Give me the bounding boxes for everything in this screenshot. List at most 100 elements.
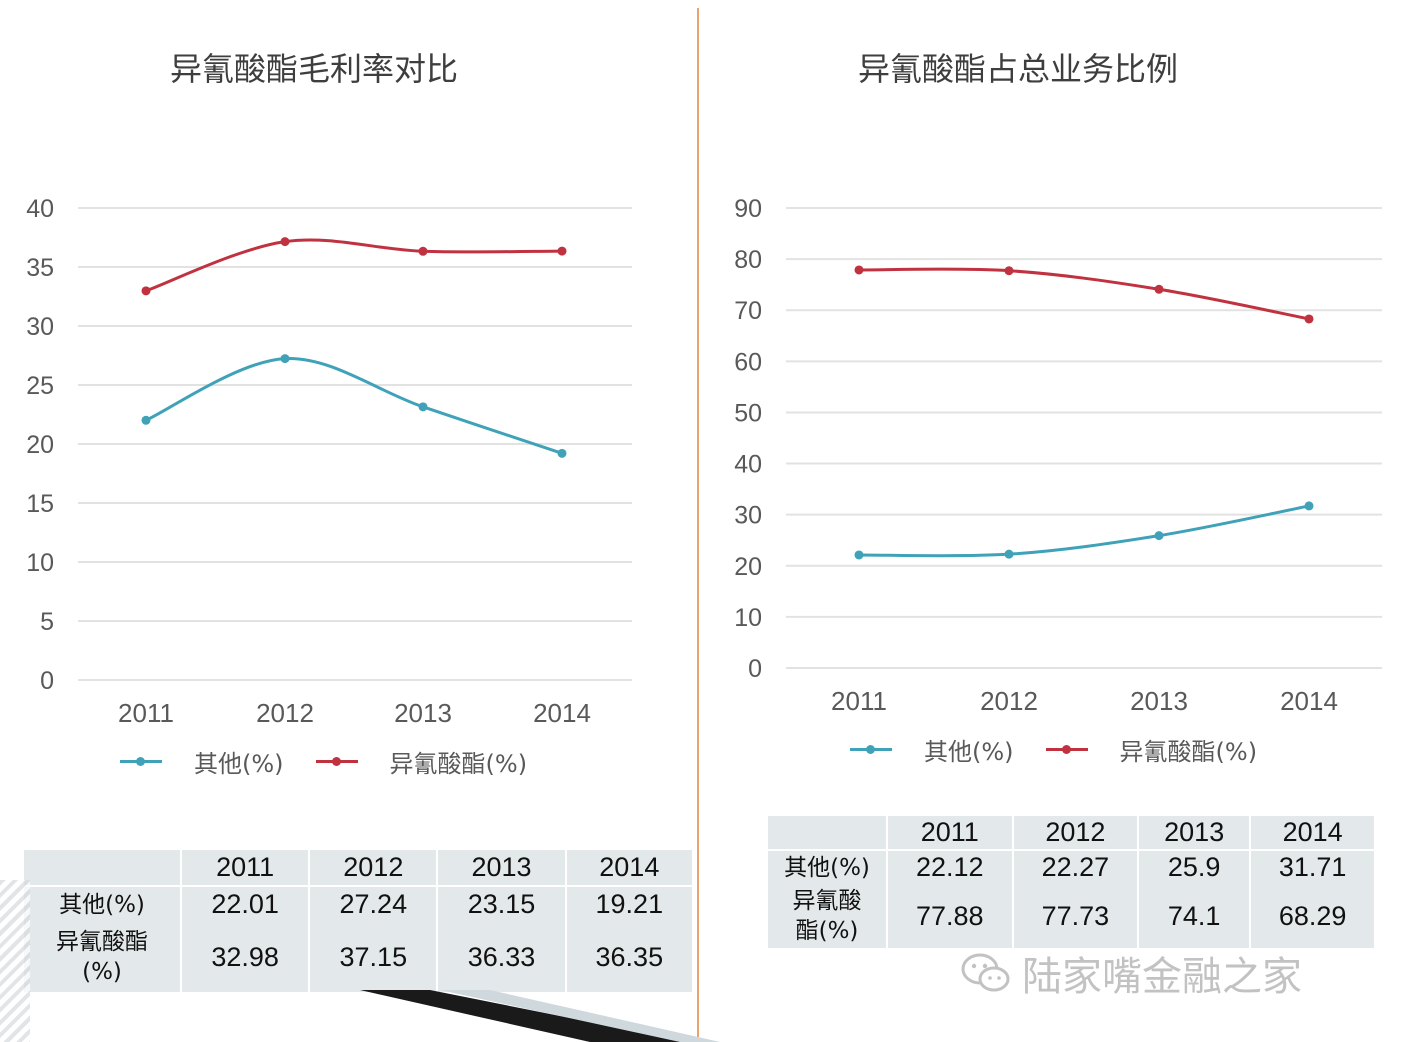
x-tick-label: 2012 — [980, 686, 1038, 716]
series-line — [145, 357, 563, 455]
data-point — [1004, 549, 1014, 559]
table-row-label: 其他(%) — [59, 891, 145, 918]
table-row-label-line: 异氰酸酯 — [56, 929, 148, 955]
y-tick-label: 10 — [734, 604, 762, 632]
wechat-icon — [961, 953, 1010, 992]
table-row: 异氰酸酯 (%) 32.98 37.15 36.33 36.35 — [24, 922, 692, 992]
legend-marker-isocyanate — [1045, 745, 1088, 754]
data-point — [1154, 284, 1164, 294]
legend-marker-other — [850, 745, 892, 754]
y-tick-label: 50 — [734, 399, 762, 427]
table-row: 其他(%) 22.01 27.24 23.15 19.21 — [24, 886, 692, 922]
table-header-cell: 2014 — [564, 850, 692, 887]
y-tick-label: 30 — [734, 502, 762, 530]
data-point — [1304, 501, 1314, 511]
table-cell: 68.29 — [1249, 884, 1374, 948]
decorative-slash-shape — [360, 990, 720, 1042]
legend-item-isocyanate: 异氰酸酯(%) — [315, 744, 528, 779]
legend-item-other: 其他(%) — [120, 744, 284, 779]
y-tick-label: 35 — [26, 254, 54, 282]
legend-item-isocyanate: 异氰酸酯(%) — [1045, 732, 1258, 767]
table-cell: 32.98 — [179, 922, 310, 992]
table-cell: 22.27 — [1011, 850, 1139, 884]
table-row-label-line: 异氰酸 — [792, 888, 862, 914]
x-tick-label: 2013 — [1130, 686, 1188, 716]
data-point — [557, 448, 567, 458]
data-point — [1004, 266, 1014, 276]
table-header-cell: 2011 — [886, 816, 1013, 851]
data-point — [557, 246, 567, 256]
legend-label-isocyanate: 异氰酸酯(%) — [389, 750, 528, 778]
table-cell: 25.9 — [1137, 850, 1251, 884]
table-cell: 37.15 — [308, 922, 438, 992]
y-tick-label: 5 — [40, 608, 54, 636]
legend-label-other: 其他(%) — [924, 738, 1014, 766]
y-tick-label: 60 — [734, 348, 762, 376]
series-line — [858, 267, 1310, 321]
legend-label-other: 其他(%) — [194, 750, 284, 778]
y-tick-label: 0 — [40, 667, 54, 695]
data-point — [1154, 531, 1164, 541]
x-tick-label: 2011 — [831, 686, 887, 716]
y-tick-label: 0 — [748, 655, 762, 683]
y-tick-label: 20 — [734, 553, 762, 581]
table-row-label: 其他(%) — [784, 854, 870, 881]
y-tick-label: 40 — [26, 195, 54, 223]
business-share-line-chart: 0 10 20 30 40 50 60 70 80 90 2011 2012 2013 2014 — [734, 195, 1382, 716]
business-share-data-table: 2011 2012 2013 2014 其他(%) 22.12 22.27 25… — [768, 816, 1374, 948]
table-cell: 77.88 — [886, 884, 1013, 948]
x-tick-label: 2011 — [118, 698, 174, 728]
y-tick-label: 70 — [734, 297, 762, 325]
x-tick-label: 2013 — [394, 698, 452, 728]
data-point — [280, 237, 290, 247]
data-point — [854, 550, 864, 560]
data-point — [141, 286, 151, 296]
legend-marker-isocyanate — [315, 757, 358, 766]
legend-business-share: 其他(%) 异氰酸酯(%) — [850, 732, 1289, 767]
table-row-label: 异氰酸 酯(%) — [768, 884, 887, 948]
series-line — [858, 504, 1310, 558]
table-header-cell: 2012 — [1011, 816, 1139, 851]
chart-title-business-share: 异氰酸酯占总业务比例 — [858, 50, 1179, 88]
table-cell: 36.35 — [564, 922, 692, 992]
y-tick-label: 15 — [26, 490, 54, 518]
panel-divider — [697, 8, 699, 1042]
legend-marker-other — [120, 757, 162, 766]
table-row-label-line: (%) — [82, 959, 122, 985]
chart-title-gross-margin: 异氰酸酯毛利率对比 — [170, 50, 459, 88]
table-cell: 31.71 — [1249, 850, 1374, 884]
table-header-cell: 2013 — [436, 850, 566, 887]
gross-margin-data-table: 2011 2012 2013 2014 其他(%) 22.01 27.24 23… — [24, 850, 692, 992]
legend-label-isocyanate: 异氰酸酯(%) — [1119, 738, 1258, 766]
watermark-text: 陆家嘴金融之家 — [1022, 954, 1302, 1000]
table-header-row: 2011 2012 2013 2014 — [768, 816, 1374, 851]
data-point — [141, 415, 151, 425]
y-tick-label: 90 — [734, 195, 762, 223]
y-tick-label: 25 — [26, 372, 54, 400]
series-line — [145, 238, 563, 293]
watermark: 陆家嘴金融之家 — [960, 944, 1302, 1002]
table-cell: 36.33 — [436, 922, 566, 992]
table-cell: 74.1 — [1137, 884, 1251, 948]
table-cell: 22.01 — [179, 886, 310, 922]
table-row: 其他(%) 22.12 22.27 25.9 31.71 — [768, 850, 1374, 884]
table-row-label: 异氰酸酯 (%) — [24, 922, 181, 992]
table-header-cell: 2011 — [179, 850, 310, 887]
x-tick-label: 2014 — [1280, 686, 1338, 716]
x-tick-label: 2012 — [256, 698, 314, 728]
table-header-cell: 2012 — [308, 850, 438, 887]
table-cell: 22.12 — [886, 850, 1013, 884]
legend-gross-margin: 其他(%) 异氰酸酯(%) — [120, 744, 559, 779]
x-tick-label: 2014 — [533, 698, 591, 728]
table-header-cell — [768, 816, 887, 851]
data-point — [418, 402, 428, 412]
table-header-cell: 2014 — [1249, 816, 1374, 851]
table-header-row: 2011 2012 2013 2014 — [24, 850, 692, 887]
table-cell: 19.21 — [564, 886, 692, 922]
y-tick-label: 10 — [26, 549, 54, 577]
table-cell: 23.15 — [436, 886, 566, 922]
y-tick-label: 40 — [734, 451, 762, 479]
decorative-stripes — [0, 880, 30, 1042]
gross-margin-line-chart: 0 5 10 15 20 25 30 35 40 2011 2012 2013 2014 — [26, 195, 632, 728]
table-cell: 77.73 — [1011, 884, 1139, 948]
